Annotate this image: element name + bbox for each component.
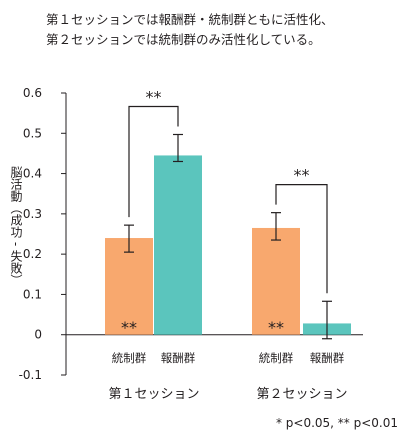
- y-tick-label: 0.2: [23, 247, 42, 261]
- y-tick-label: 0.3: [23, 207, 42, 221]
- bracket-label: **: [146, 87, 162, 106]
- y-tick-label: 0.6: [23, 86, 42, 100]
- category-label: 統制群: [259, 351, 294, 365]
- significance-bracket: [275, 184, 328, 294]
- bar: [154, 155, 202, 335]
- group-label: 第２セッション: [256, 387, 347, 402]
- category-label: 報酬群: [310, 351, 345, 365]
- group-label: 第１セッション: [108, 387, 199, 402]
- category-label: 統制群: [112, 351, 147, 365]
- bar: [252, 227, 300, 335]
- significance-marker: **: [268, 318, 284, 337]
- bracket-label: **: [294, 166, 310, 185]
- significance-note: * p<0.05, ** p<0.01: [276, 416, 398, 430]
- significance-bracket: [128, 105, 179, 218]
- significance-marker: **: [121, 318, 137, 337]
- title-line-2: 第２セッションでは統制群のみ活性化している。: [46, 32, 321, 47]
- chart-title: 第１セッションでは報酬群・統制群ともに活性化、 第２セッションでは統制群のみ活性…: [46, 10, 334, 50]
- bar: [105, 238, 153, 335]
- y-tick-label: 0.5: [23, 126, 42, 140]
- y-tick-label: 0.1: [23, 287, 42, 301]
- y-tick-label: 0: [34, 328, 42, 342]
- y-axis-label: 脳活動（成功 - 失敗）: [9, 166, 23, 286]
- y-tick-label: -0.1: [19, 368, 42, 382]
- category-label: 報酬群: [161, 351, 196, 365]
- y-tick-label: 0.4: [23, 167, 42, 181]
- title-line-1: 第１セッションでは報酬群・統制群ともに活性化、: [46, 12, 334, 27]
